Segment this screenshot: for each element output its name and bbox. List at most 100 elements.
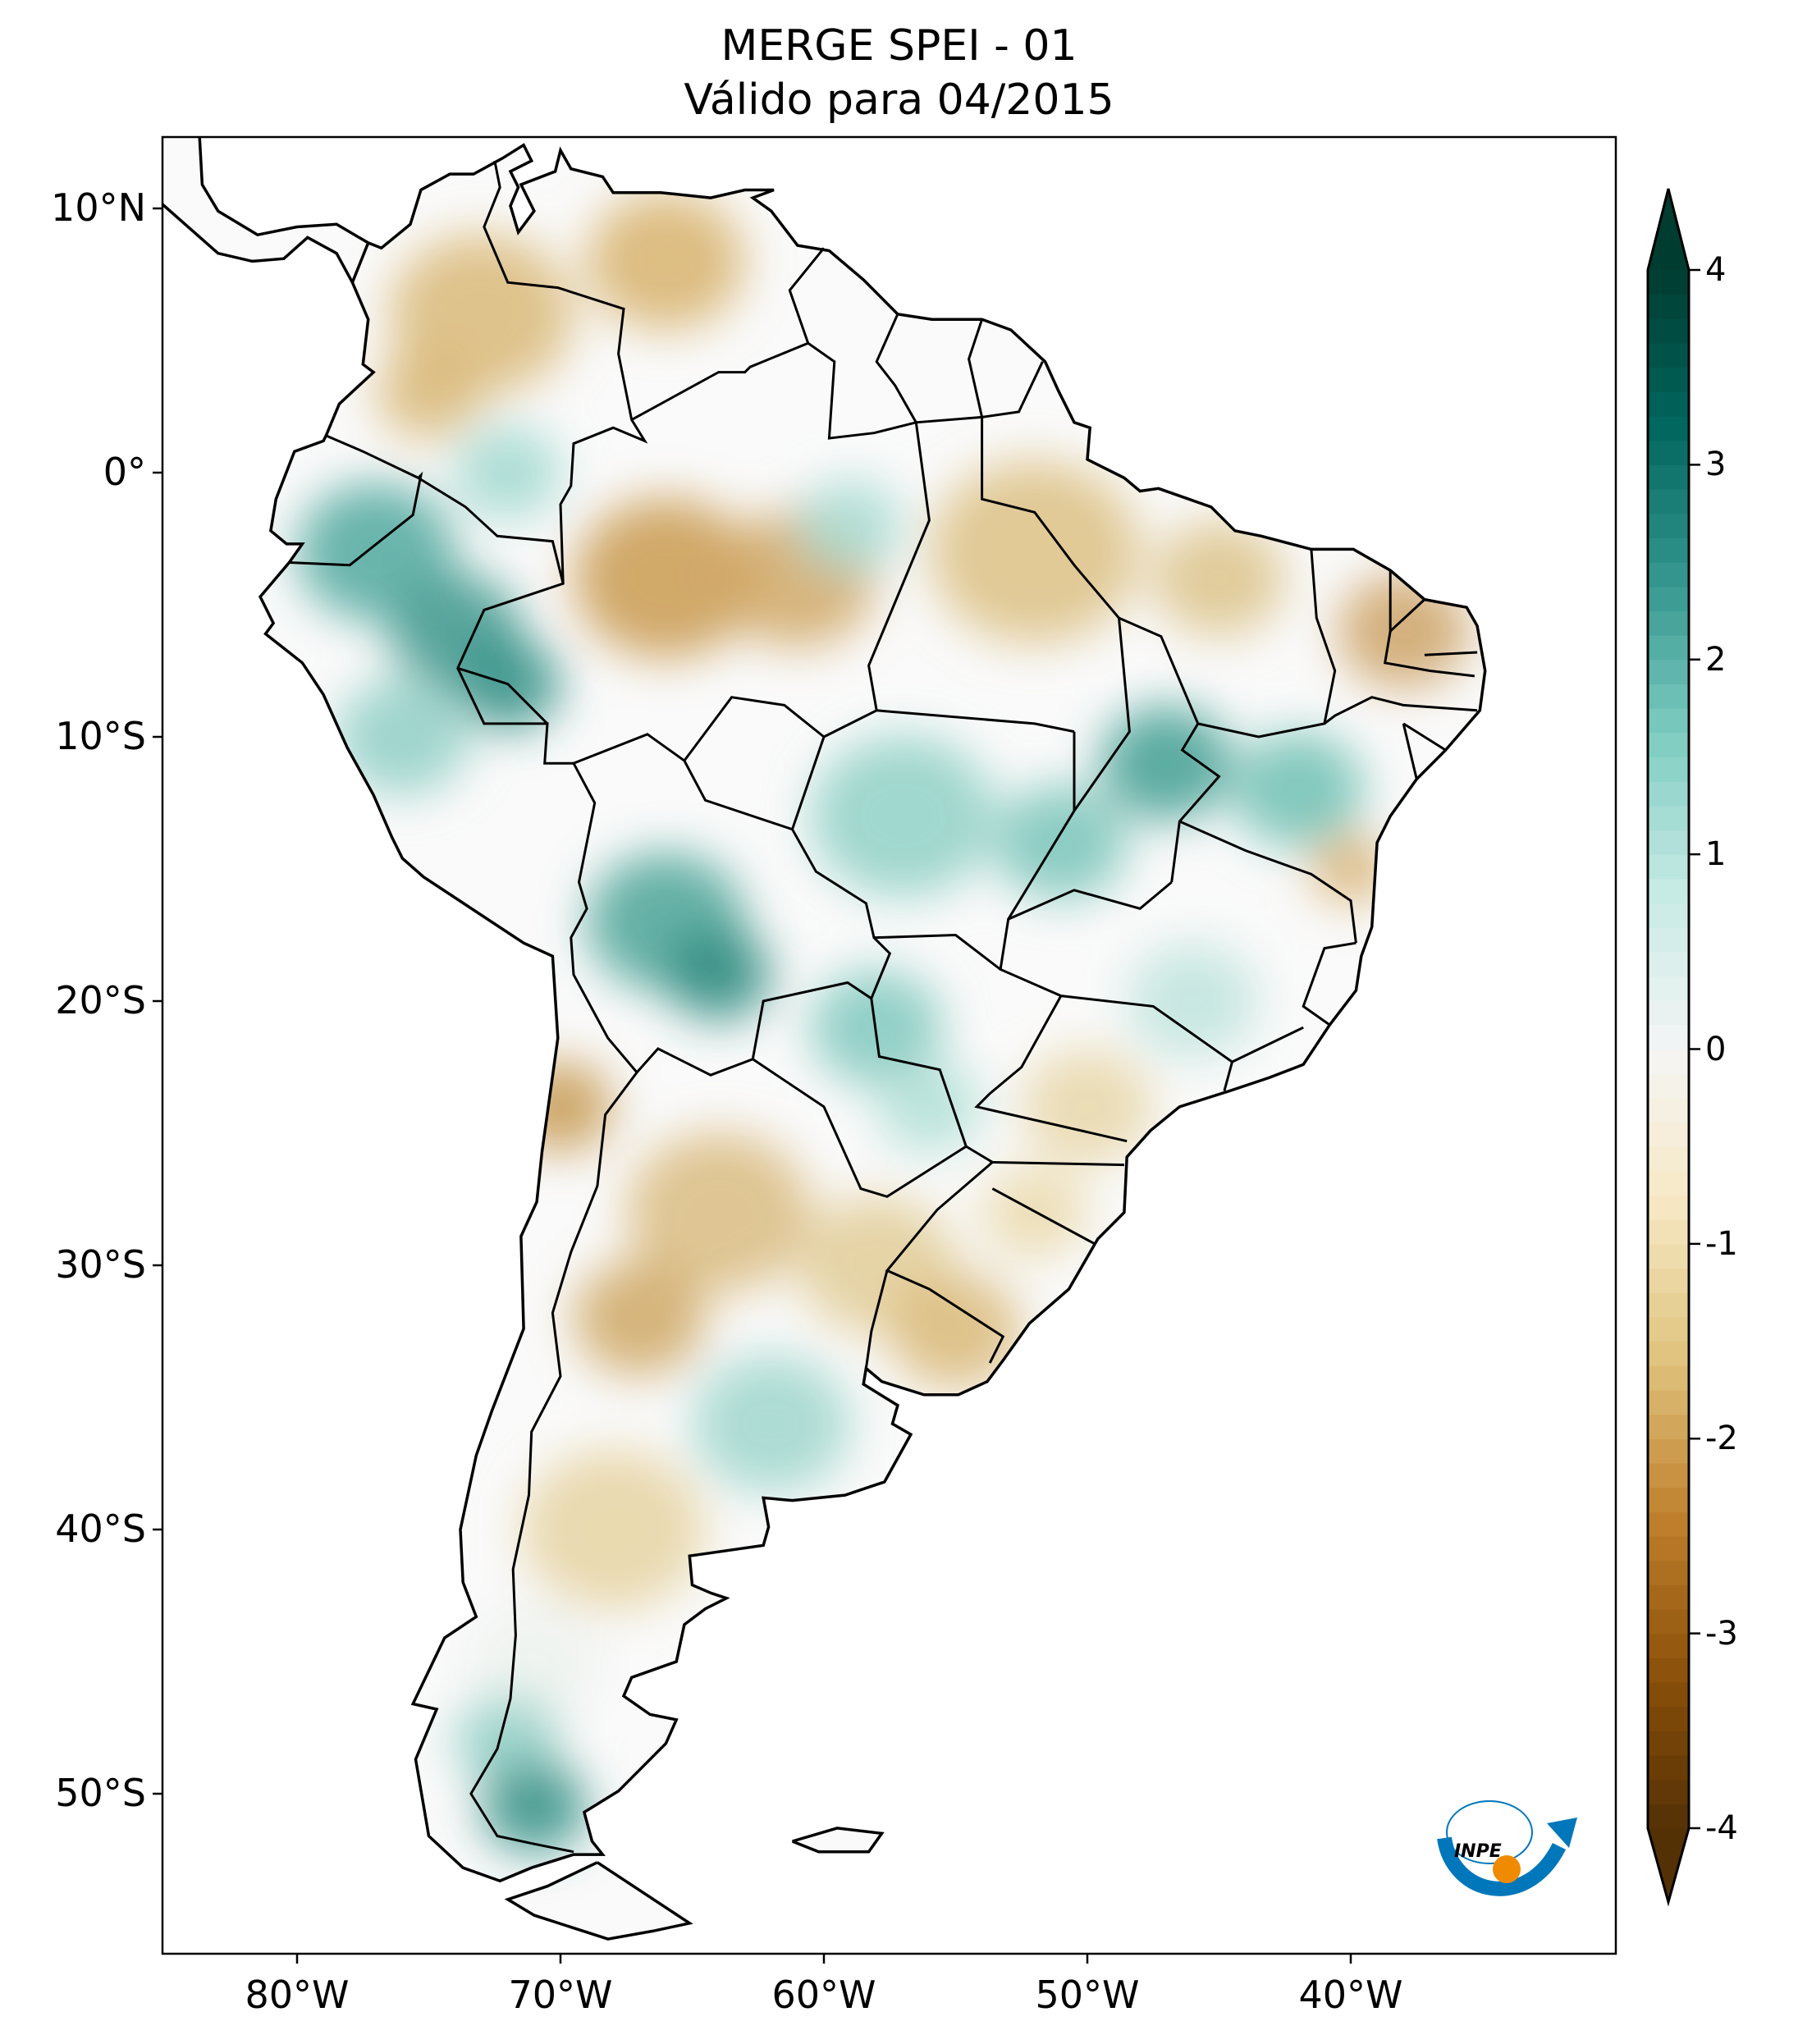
colorbar-tick-label: -4: [1705, 1809, 1738, 1847]
lon-tick-label: 60°W: [771, 1973, 876, 2017]
spei-anomaly-patch: [1127, 944, 1259, 1059]
colorbar-segment: [1648, 416, 1689, 441]
colorbar-segment: [1648, 270, 1689, 295]
spei-anomaly-patch: [929, 460, 1140, 644]
spei-anomaly-patch: [811, 735, 995, 897]
colorbar-segment: [1648, 1706, 1689, 1731]
lat-tick-label: 30°S: [55, 1242, 146, 1287]
colorbar-tick-label: 0: [1705, 1030, 1727, 1068]
colorbar-segment: [1648, 464, 1689, 490]
colorbar-segment: [1648, 659, 1689, 685]
spei-anomaly-patch: [336, 679, 469, 794]
coastline-central-america: [162, 137, 369, 284]
colorbar-segment: [1648, 1073, 1689, 1099]
colorbar-segment: [1648, 294, 1689, 319]
lat-tick-label: 40°S: [55, 1507, 146, 1551]
colorbar-segment: [1648, 1365, 1689, 1391]
spei-anomaly-patch: [574, 497, 758, 659]
map-subtitle: Válido para 04/2015: [684, 75, 1114, 125]
colorbar-tick-label: -3: [1705, 1614, 1738, 1653]
colorbar-segment: [1648, 489, 1689, 514]
country-border: [990, 1160, 1124, 1167]
spei-anomaly-patch: [455, 427, 560, 519]
colorbar-segment: [1648, 1608, 1689, 1635]
colorbar-segment: [1648, 1316, 1689, 1342]
spei-anomaly-patch: [376, 347, 482, 440]
colorbar-segment: [1648, 708, 1689, 734]
colorbar-segment: [1648, 805, 1689, 831]
spei-anomaly-patch: [1100, 706, 1233, 821]
country-border: [630, 341, 809, 421]
spei-anomaly-patch: [481, 1761, 587, 1854]
spei-anomaly-patch: [811, 970, 943, 1086]
coastline-south-america: [258, 143, 1487, 1883]
lat-tick-label: 0°: [103, 450, 146, 494]
colorbar-segment: [1648, 1462, 1689, 1488]
colorbar-segment: [1648, 976, 1689, 1001]
spei-anomaly-patch: [1338, 574, 1470, 689]
lon-tick-label: 40°W: [1298, 1973, 1403, 2017]
country-border: [968, 318, 984, 418]
colorbar-segment: [1648, 1633, 1689, 1658]
country-border: [1223, 1061, 1233, 1091]
spei-anomaly-patch: [692, 1355, 850, 1493]
colorbar-tick-label: -2: [1705, 1420, 1738, 1458]
country-borders: [289, 160, 1478, 1854]
colorbar-segment: [1648, 1049, 1689, 1074]
lat-tick-label: 10°S: [55, 714, 146, 758]
colorbar-segment: [1648, 1341, 1689, 1366]
country-border: [1424, 651, 1478, 656]
spei-anomaly-patch: [626, 1132, 811, 1293]
country-border: [1007, 810, 1076, 920]
country-border: [873, 933, 1002, 971]
colorbar-segment: [1648, 1804, 1689, 1829]
lat-tick-label: 10°N: [51, 185, 146, 230]
inpe-logo: INPE: [1437, 1800, 1577, 1896]
colorbar-segment: [1648, 854, 1689, 880]
colorbar-segment: [1648, 586, 1689, 612]
country-border: [1197, 549, 1337, 738]
colorbar-tick-label: 2: [1705, 640, 1727, 679]
country-border: [1402, 723, 1418, 780]
colorbar-segment: [1648, 757, 1689, 782]
spei-anomaly-patch: [995, 784, 1127, 900]
colorbar-segment: [1648, 951, 1689, 977]
colorbar-segment: [1648, 878, 1689, 904]
spei-anomaly-patch: [508, 1060, 613, 1153]
country-border: [1402, 722, 1447, 752]
spei-anomaly-patch: [1022, 1049, 1153, 1164]
spei-anomaly-patch: [574, 1260, 706, 1376]
colorbar-segment: [1648, 635, 1689, 661]
spei-anomaly-patch: [666, 928, 771, 1021]
lon-tick-label: 50°W: [1035, 1973, 1140, 2017]
colorbar-segment: [1648, 1122, 1689, 1147]
colorbar-segment: [1648, 1097, 1689, 1123]
country-border: [683, 696, 825, 761]
colorbar-segment: [1648, 537, 1689, 563]
coastline-tierra-del-fuego: [504, 1861, 693, 1941]
spei-anomaly-patch: [587, 192, 745, 331]
country-border: [1302, 941, 1357, 1027]
colorbar-segment: [1648, 440, 1689, 465]
colorbar-segment: [1648, 1754, 1689, 1781]
colorbar-tick-label: 4: [1705, 251, 1727, 289]
colorbar-segment: [1648, 318, 1689, 344]
colorbar-segment: [1648, 1681, 1689, 1708]
country-border: [457, 666, 549, 725]
colorbar-segment: [1648, 513, 1689, 538]
colorbar-segment: [1648, 610, 1689, 636]
colorbar-segment: [1648, 343, 1689, 368]
country-border: [456, 160, 648, 1854]
lat-tick-label: 50°S: [55, 1771, 146, 1815]
country-border: [864, 1270, 889, 1369]
colorbar-segment: [1648, 1779, 1689, 1804]
colorbar-segment: [1648, 1487, 1689, 1512]
country-border: [875, 313, 917, 423]
spei-anomaly-patch: [876, 1060, 982, 1153]
colorbar-segment: [1648, 1219, 1689, 1245]
country-border: [1389, 598, 1425, 633]
country-border: [417, 477, 565, 584]
logo-text: INPE: [1454, 1841, 1502, 1862]
country-border: [991, 1187, 1096, 1246]
